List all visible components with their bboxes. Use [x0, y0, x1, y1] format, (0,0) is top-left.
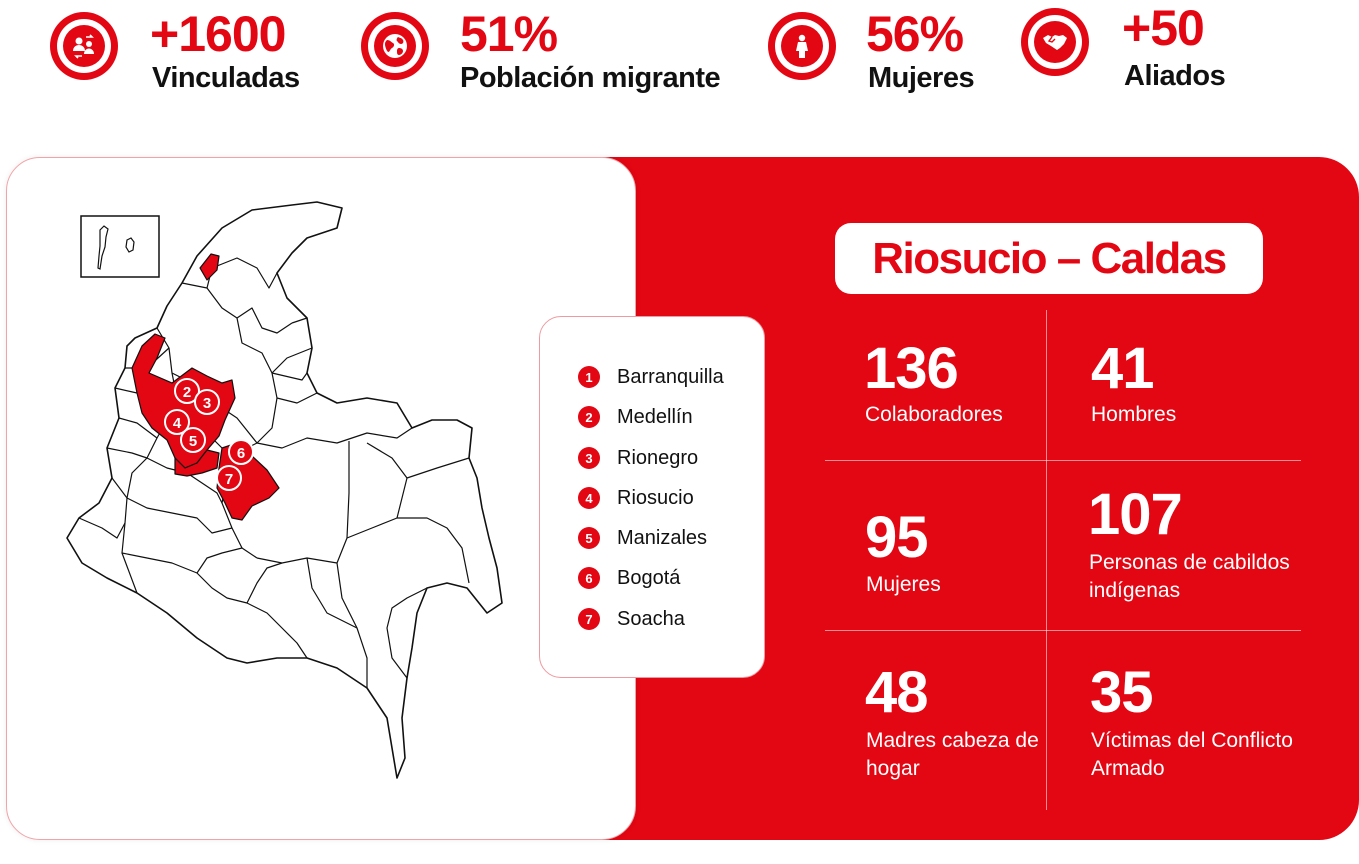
islands-inset [80, 215, 160, 278]
cell-value: 107 [1088, 482, 1183, 547]
legend-label: Medellín [617, 405, 693, 428]
legend-number: 3 [578, 447, 600, 469]
country-outline [66, 201, 503, 779]
globe-icon [361, 12, 429, 80]
location-title: Riosucio – Caldas [872, 233, 1227, 283]
stat-label: Aliados [1124, 60, 1226, 92]
cell-value: 48 [865, 660, 929, 725]
stat-label: Población migrante [460, 62, 721, 94]
stat-label: Vinculadas [152, 62, 300, 94]
cell-label: Colaboradores [865, 403, 1003, 426]
map-markers: 2 3 4 5 6 7 [164, 378, 254, 491]
legend-item: 1 Barranquilla [578, 365, 724, 389]
legend-number: 5 [578, 527, 600, 549]
cell-value: 41 [1091, 336, 1155, 401]
stat-value: 56% [866, 6, 964, 62]
legend-number: 1 [578, 366, 600, 388]
svg-text:3: 3 [203, 395, 211, 412]
grid-divider-horizontal [825, 630, 1301, 631]
legend-item: 6 Bogotá [578, 566, 680, 590]
grid-divider-vertical [1046, 310, 1047, 810]
legend-number: 6 [578, 567, 600, 589]
svg-text:6: 6 [237, 445, 245, 462]
colombia-map: 2 3 4 5 6 7 [66, 201, 503, 779]
stat-value: +1600 [150, 6, 286, 62]
legend-item: 5 Manizales [578, 526, 707, 550]
region-atlantico [199, 253, 220, 281]
cell-label: Víctimas del Conflicto Armado [1091, 729, 1293, 780]
legend-label: Rionegro [617, 446, 699, 469]
legend-number: 4 [578, 487, 600, 509]
map-marker-7[interactable]: 7 [216, 465, 242, 491]
map-marker-2[interactable]: 2 [174, 378, 200, 404]
svg-text:4: 4 [173, 415, 182, 432]
legend-item: 4 Riosucio [578, 486, 694, 510]
legend-item: 2 Medellín [578, 405, 693, 429]
legend-label: Manizales [617, 526, 708, 549]
city-legend: 1 Barranquilla 2 Medellín 3 Rionegro 4 R… [539, 316, 765, 678]
legend-label: Bogotá [617, 566, 681, 589]
region-caldas [174, 449, 220, 477]
people-exchange-icon [50, 12, 118, 80]
map-marker-3[interactable]: 3 [194, 389, 220, 415]
handshake-icon [1021, 8, 1089, 76]
legend-number: 2 [578, 406, 600, 428]
svg-text:2: 2 [183, 384, 191, 401]
legend-item: 3 Rionegro [578, 446, 698, 470]
stat-label: Mujeres [868, 62, 975, 94]
cell-value: 35 [1090, 660, 1154, 725]
legend-label: Soacha [617, 607, 685, 630]
cell-label: Madres cabeza de hogar [866, 729, 1039, 780]
cell-value: 95 [865, 505, 929, 570]
location-title-pill: Riosucio – Caldas [835, 223, 1263, 294]
grid-divider-horizontal [825, 460, 1301, 461]
legend-label: Barranquilla [617, 365, 724, 388]
cell-label: Personas de cabildos indígenas [1089, 551, 1290, 602]
legend-item: 7 Soacha [578, 607, 685, 631]
woman-icon [768, 12, 836, 80]
legend-label: Riosucio [617, 486, 694, 509]
svg-text:5: 5 [189, 433, 197, 450]
map-marker-4[interactable]: 4 [164, 409, 190, 435]
map-marker-6[interactable]: 6 [228, 439, 254, 465]
stat-value: +50 [1122, 0, 1205, 56]
cell-label: Mujeres [866, 573, 941, 596]
stat-value: 51% [460, 6, 558, 62]
legend-number: 7 [578, 608, 600, 630]
map-marker-5[interactable]: 5 [180, 427, 206, 453]
cell-label: Hombres [1091, 403, 1177, 426]
svg-text:7: 7 [225, 471, 233, 488]
cell-value: 136 [864, 336, 959, 401]
map-card: 2 3 4 5 6 7 [6, 157, 636, 840]
